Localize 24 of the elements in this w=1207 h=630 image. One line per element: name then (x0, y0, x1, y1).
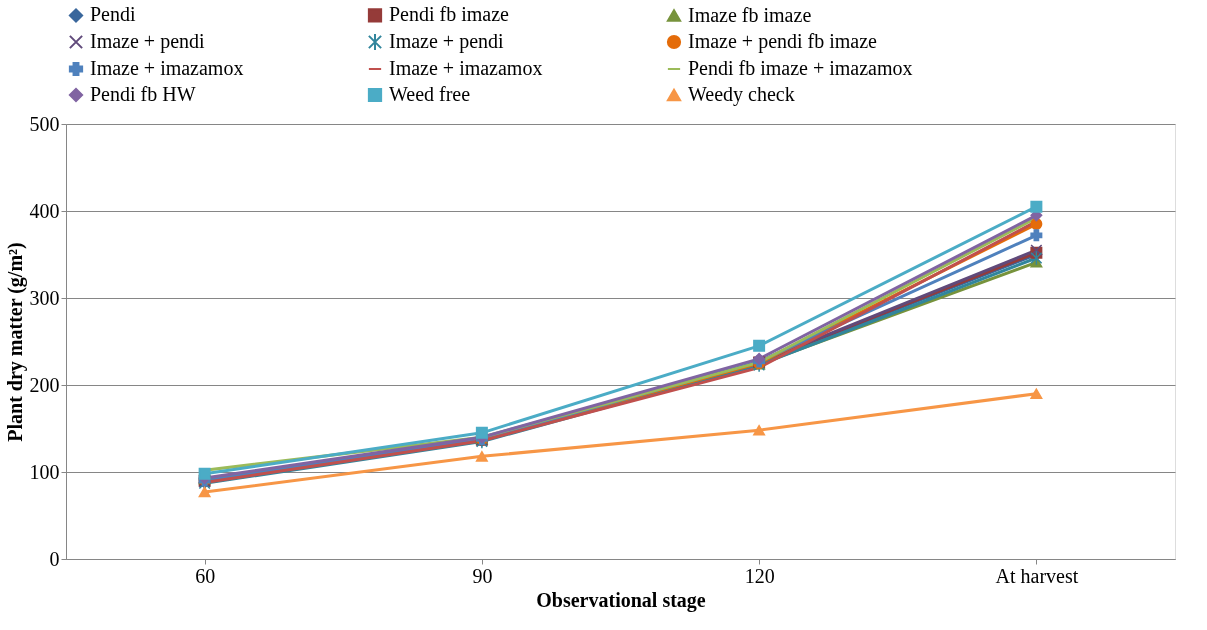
legend-label: Pendi fb HW (90, 83, 196, 105)
x-axis-title: Observational stage (536, 588, 706, 612)
legend-label: Imaze fb imaze (688, 3, 812, 26)
x-tick-label: At harvest (995, 564, 1079, 587)
legend-label: Pendi (90, 3, 136, 26)
legend-label: Pendi fb imaze + imazamox (688, 57, 913, 79)
x-tick-label: 60 (195, 564, 216, 587)
y-tick-label: 200 (29, 373, 60, 396)
y-tick-label: 500 (29, 112, 60, 135)
x-tick-label: 90 (472, 564, 493, 587)
legend-label: Imaze + imazamox (90, 57, 244, 79)
y-tick-label: 400 (29, 199, 60, 222)
legend-label: Imaze + pendi (90, 30, 205, 53)
y-tick-label: 0 (49, 547, 60, 570)
legend-label: Imaze + pendi (389, 30, 504, 53)
legend-label: Weedy check (688, 83, 795, 106)
legend-label: Imaze + pendi fb imaze (688, 30, 878, 53)
legend-label: Weed free (389, 83, 471, 105)
legend-label: Pendi fb imaze (389, 3, 510, 26)
y-tick-label: 300 (29, 286, 60, 309)
y-axis-title: Plant dry matter (g/m²) (3, 242, 27, 442)
legend-label: Imaze + imazamox (389, 57, 543, 79)
y-tick-label: 100 (29, 460, 60, 483)
x-tick-label: 120 (744, 564, 775, 587)
